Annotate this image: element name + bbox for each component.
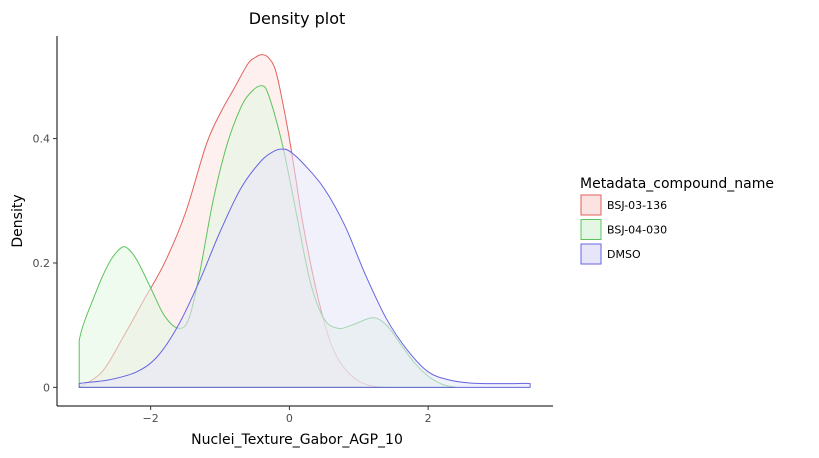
x-axis-title: Nuclei_Texture_Gabor_AGP_10 — [191, 432, 403, 448]
y-ticks: 0 0.2 0.4 — [33, 133, 57, 394]
y-tick-label: 0.4 — [33, 133, 51, 146]
legend-label: DMSO — [607, 248, 641, 261]
density-areas — [78, 54, 531, 388]
legend: Metadata_compound_name BSJ-03-136 BSJ-04-… — [580, 176, 774, 265]
x-tick-label: −2 — [143, 412, 159, 425]
chart-title: Density plot — [249, 9, 346, 28]
legend-item: DMSO — [580, 243, 641, 265]
legend-swatch — [580, 219, 602, 240]
axes — [56, 36, 553, 407]
legend-item: BSJ-04-030 — [580, 219, 667, 240]
legend-label: BSJ-04-030 — [607, 224, 667, 237]
y-tick-label: 0 — [43, 381, 50, 394]
legend-swatch — [580, 194, 602, 216]
density-area-dmso — [78, 148, 531, 388]
x-tick-label: 2 — [425, 412, 432, 425]
legend-label: BSJ-03-136 — [607, 199, 667, 212]
legend-swatch — [580, 243, 602, 265]
x-tick-label: 0 — [286, 412, 293, 425]
legend-title: Metadata_compound_name — [580, 176, 774, 192]
legend-items: BSJ-03-136 BSJ-04-030 DMSO — [580, 194, 667, 265]
y-axis-title: Density — [10, 194, 26, 247]
legend-item: BSJ-03-136 — [580, 194, 667, 216]
y-tick-label: 0.2 — [33, 257, 51, 270]
x-ticks: −2 0 2 — [143, 406, 432, 425]
